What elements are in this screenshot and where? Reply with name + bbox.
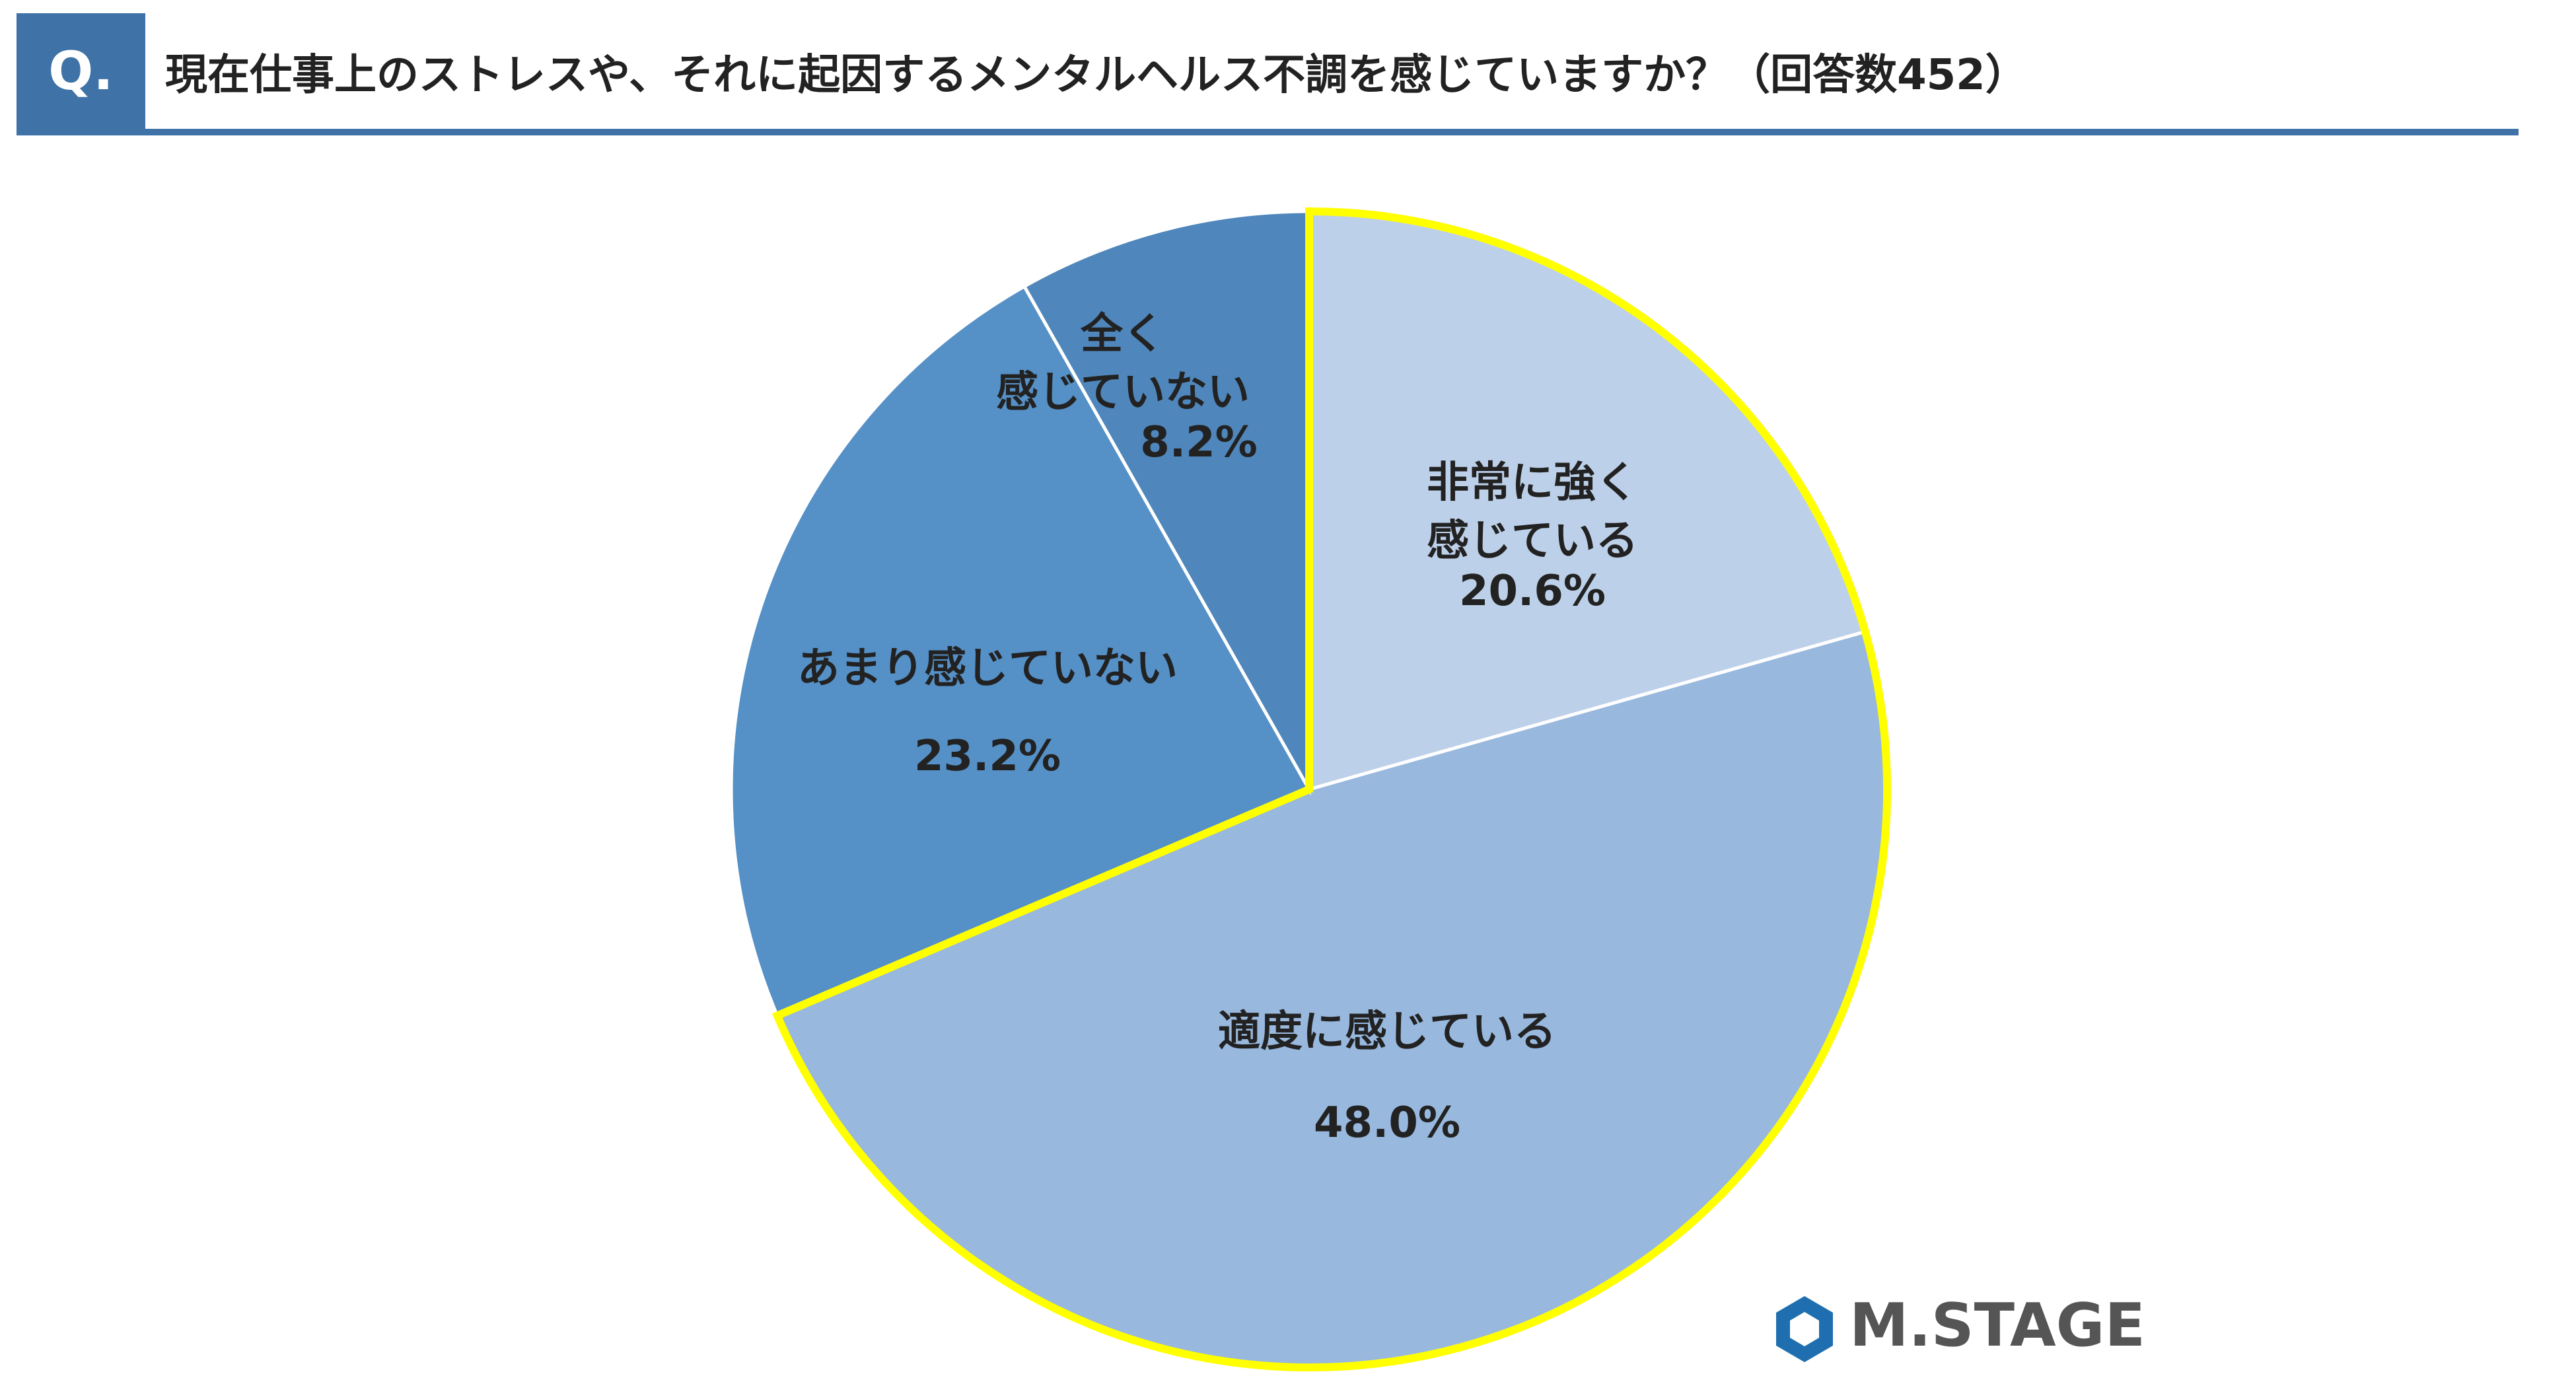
- logo: M.STAGE: [1849, 1291, 2145, 1360]
- slice-label: あまり感じていない: [797, 644, 1178, 693]
- pie-slice: [1022, 209, 1311, 796]
- slice-label: 全く 感じていない: [996, 310, 1250, 417]
- value-label: 8.2%: [1140, 418, 1258, 467]
- highlight-outline: [771, 207, 1891, 1371]
- logo-icon: [1776, 1296, 1833, 1362]
- value-label: 20.6%: [1458, 567, 1606, 616]
- slice-label: 非常に強く 感じている: [1427, 458, 1638, 565]
- value-label: 23.2%: [913, 732, 1061, 781]
- slice-label: 適度に感じている: [1218, 1007, 1556, 1056]
- title: 現在仕事上のストレスや、それに起因するメンタルヘルス不調を感じていますか？（回答…: [165, 51, 2028, 100]
- pie-slice: [729, 284, 1312, 1018]
- badge: Q.: [48, 40, 114, 102]
- title-underline: [17, 129, 2519, 135]
- badge-box: [17, 13, 145, 129]
- value-label: 48.0%: [1313, 1099, 1461, 1147]
